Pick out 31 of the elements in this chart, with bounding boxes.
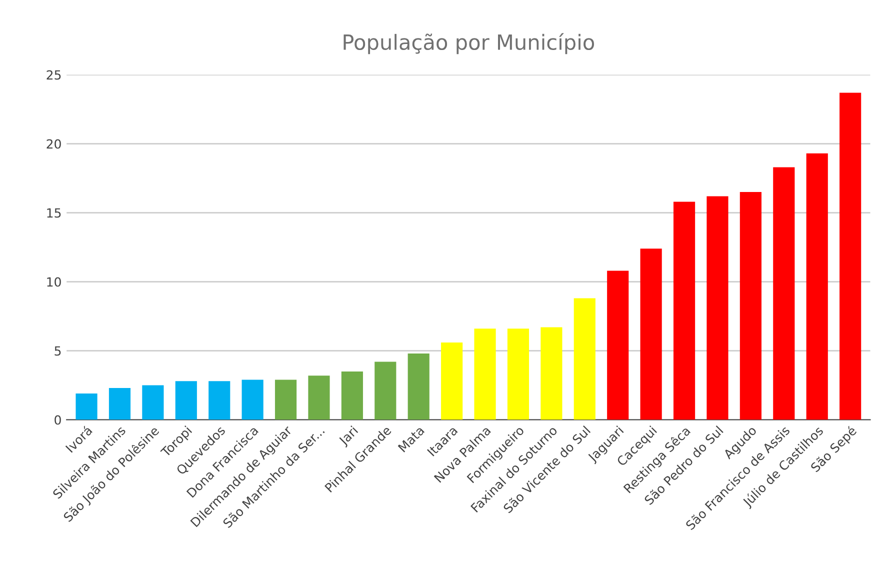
bar (142, 385, 164, 420)
bar (507, 328, 530, 420)
y-tick-label: 10 (47, 277, 61, 287)
bar (806, 153, 828, 420)
bar (175, 381, 197, 420)
bar (574, 298, 596, 420)
bar (773, 167, 795, 420)
bar (673, 202, 696, 420)
bar (540, 327, 562, 420)
bar (108, 388, 131, 420)
bar (308, 376, 330, 420)
bar (474, 328, 496, 420)
y-tick-label: 0 (54, 415, 61, 425)
bar (840, 92, 862, 420)
bar (607, 270, 629, 420)
bar (441, 342, 463, 420)
y-tick-label: 5 (54, 346, 61, 356)
bar (374, 362, 396, 420)
bar (706, 196, 728, 420)
y-tick-label: 25 (46, 70, 61, 80)
bar (740, 192, 762, 420)
bar (640, 248, 662, 420)
y-tick-label: 15 (47, 208, 61, 218)
bar (341, 371, 363, 420)
bar (408, 354, 430, 420)
bar (208, 381, 230, 420)
chart-title: População por Município (344, 33, 594, 54)
y-tick-label: 20 (46, 139, 61, 149)
bar (274, 380, 297, 420)
bar (76, 394, 98, 420)
bar (242, 380, 264, 420)
